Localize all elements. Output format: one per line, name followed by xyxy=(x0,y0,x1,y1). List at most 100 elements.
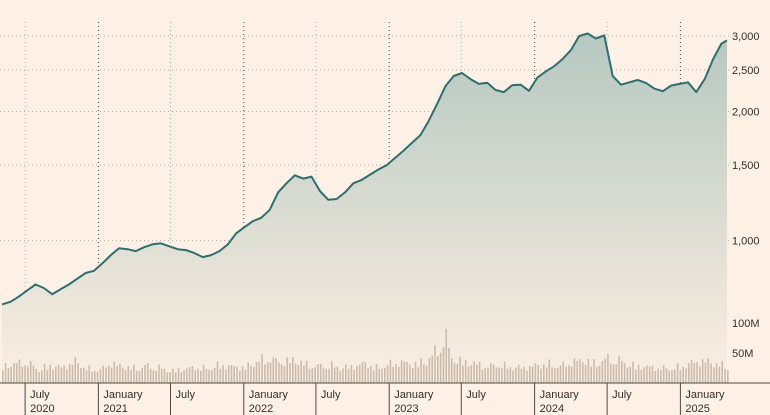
volume-bar xyxy=(403,361,406,383)
volume-bar xyxy=(501,368,503,383)
volume-bar xyxy=(531,366,534,383)
volume-bar xyxy=(543,364,545,383)
volume-bar xyxy=(381,368,383,383)
volume-bar xyxy=(119,363,121,383)
volume-bar xyxy=(46,369,49,383)
volume-bar xyxy=(517,364,520,383)
volume-bar xyxy=(423,364,425,383)
volume-bar xyxy=(623,363,626,383)
volume-bar xyxy=(434,345,436,383)
volume-bar xyxy=(205,368,208,383)
volume-bar xyxy=(487,367,489,383)
volume-bar xyxy=(643,367,645,383)
volume-bar xyxy=(250,365,252,383)
volume-bar xyxy=(384,367,386,383)
volume-bar xyxy=(236,366,238,383)
volume-bar xyxy=(640,369,643,383)
volume-bar xyxy=(665,368,668,383)
volume-bar xyxy=(420,358,422,383)
volume-bar xyxy=(556,367,559,383)
volume-bar xyxy=(174,372,177,383)
volume-bar xyxy=(356,365,358,383)
volume-bar xyxy=(133,364,135,383)
volume-bar xyxy=(286,357,288,383)
volume-bar xyxy=(674,369,676,383)
date-tick-month: January xyxy=(685,389,725,401)
volume-bar xyxy=(389,359,392,383)
date-tick-year: 2021 xyxy=(103,403,127,415)
volume-bar xyxy=(604,358,606,383)
volume-bar xyxy=(529,365,531,383)
volume-bar xyxy=(621,361,623,383)
volume-bar xyxy=(372,370,375,383)
volume-bar xyxy=(492,364,495,383)
volume-bar xyxy=(595,366,598,383)
volume-bar xyxy=(94,370,96,383)
volume-bar xyxy=(648,366,651,383)
volume-bar xyxy=(32,365,35,383)
volume-bar xyxy=(24,365,26,383)
volume-bar xyxy=(314,367,316,383)
volume-bar xyxy=(191,366,194,383)
volume-bar xyxy=(439,352,442,383)
volume-bar xyxy=(7,368,10,383)
volume-bar xyxy=(537,365,539,383)
volume-bar xyxy=(147,363,149,383)
volume-bar xyxy=(478,361,481,383)
volume-bar xyxy=(573,358,576,383)
volume-bar xyxy=(35,368,38,383)
date-tick-month: July xyxy=(176,389,196,401)
volume-bar xyxy=(241,366,244,383)
volume-bar xyxy=(353,369,355,383)
volume-bar xyxy=(342,368,344,383)
volume-bar xyxy=(91,371,93,383)
volume-bar xyxy=(188,367,191,383)
volume-bar xyxy=(690,360,693,383)
volume-bar xyxy=(233,366,235,383)
volume-bar xyxy=(679,369,682,383)
volume-bar xyxy=(562,361,565,383)
volume-bar xyxy=(186,368,188,383)
volume-bar xyxy=(484,367,486,383)
volume-bar xyxy=(406,362,408,383)
volume-bar xyxy=(216,361,219,383)
price-area xyxy=(2,33,727,383)
volume-bar xyxy=(255,361,258,383)
volume-bar xyxy=(66,369,68,383)
volume-bar xyxy=(576,360,578,383)
volume-bar xyxy=(63,365,65,383)
volume-bar xyxy=(671,369,673,383)
volume-bar xyxy=(15,362,18,383)
date-axis: July 2020 January 2021 July January 2022 July Ja… xyxy=(0,382,770,415)
volume-bar xyxy=(127,366,130,383)
volume-bar xyxy=(266,362,269,383)
volume-bar xyxy=(637,364,640,383)
volume-bar xyxy=(144,365,146,383)
volume-bar xyxy=(417,367,420,383)
volume-bar xyxy=(409,364,411,383)
volume-tick-label: 100M xyxy=(732,318,760,330)
volume-bar xyxy=(239,370,241,383)
volume-bar xyxy=(183,370,185,383)
volume-bar xyxy=(361,361,364,383)
volume-bar xyxy=(568,365,570,383)
volume-bar xyxy=(247,362,249,383)
volume-bar xyxy=(526,370,528,383)
volume-bar xyxy=(707,358,710,383)
date-tick-month: January xyxy=(540,389,580,401)
date-tick-month: January xyxy=(394,389,434,401)
volume-bar xyxy=(77,363,79,383)
volume-bar xyxy=(124,370,127,383)
volume-bar xyxy=(297,365,300,383)
volume-bar xyxy=(108,365,110,383)
volume-bar xyxy=(21,366,24,383)
volume-bar xyxy=(280,364,283,383)
volume-bar xyxy=(88,365,90,383)
volume-bar xyxy=(80,368,82,383)
volume-bar xyxy=(512,370,514,383)
volume-bar xyxy=(57,365,60,383)
volume-bar xyxy=(222,365,224,383)
volume-bar xyxy=(660,369,662,383)
price-tick-label: 1,000 xyxy=(732,236,760,248)
price-tick-label: 2,500 xyxy=(732,65,760,77)
